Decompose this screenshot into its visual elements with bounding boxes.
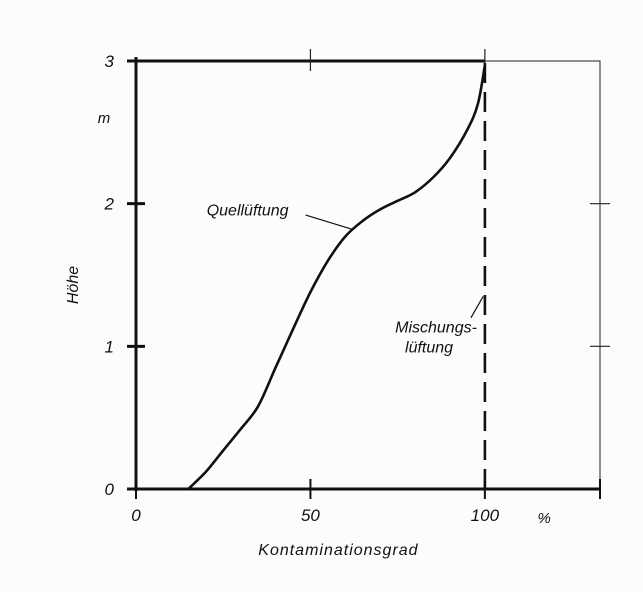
series-label-quelllueftung: Quellüftung (207, 202, 289, 219)
x-axis-title: Kontaminationsgrad (258, 542, 418, 559)
series (187, 61, 487, 491)
x-unit-label: % (538, 510, 551, 527)
series-label-mischungslueftung-line1: Mischungs- (395, 319, 477, 336)
ticks (127, 49, 610, 499)
y-axis-title: Höhe (65, 266, 82, 304)
y-tick-label-3: 3 (105, 52, 115, 71)
series-leader-quelllueftung (305, 214, 353, 230)
plot-frame (135, 60, 601, 490)
series-leader-mischungslueftung (470, 296, 484, 319)
tick-labels: 0 1 2 3 0 50 100 (104, 52, 500, 525)
y-tick-label-2: 2 (104, 195, 115, 214)
y-unit-label: m (98, 110, 111, 127)
series-label-mischungslueftung-line2: lüftung (405, 339, 453, 356)
x-tick-label-1: 50 (301, 506, 320, 525)
y-tick-label-0: 0 (105, 480, 115, 499)
x-tick-label-0: 0 (131, 506, 141, 525)
y-tick-label-1: 1 (105, 337, 114, 356)
x-tick-label-2: 100 (471, 506, 500, 525)
series-line-0 (187, 64, 487, 491)
